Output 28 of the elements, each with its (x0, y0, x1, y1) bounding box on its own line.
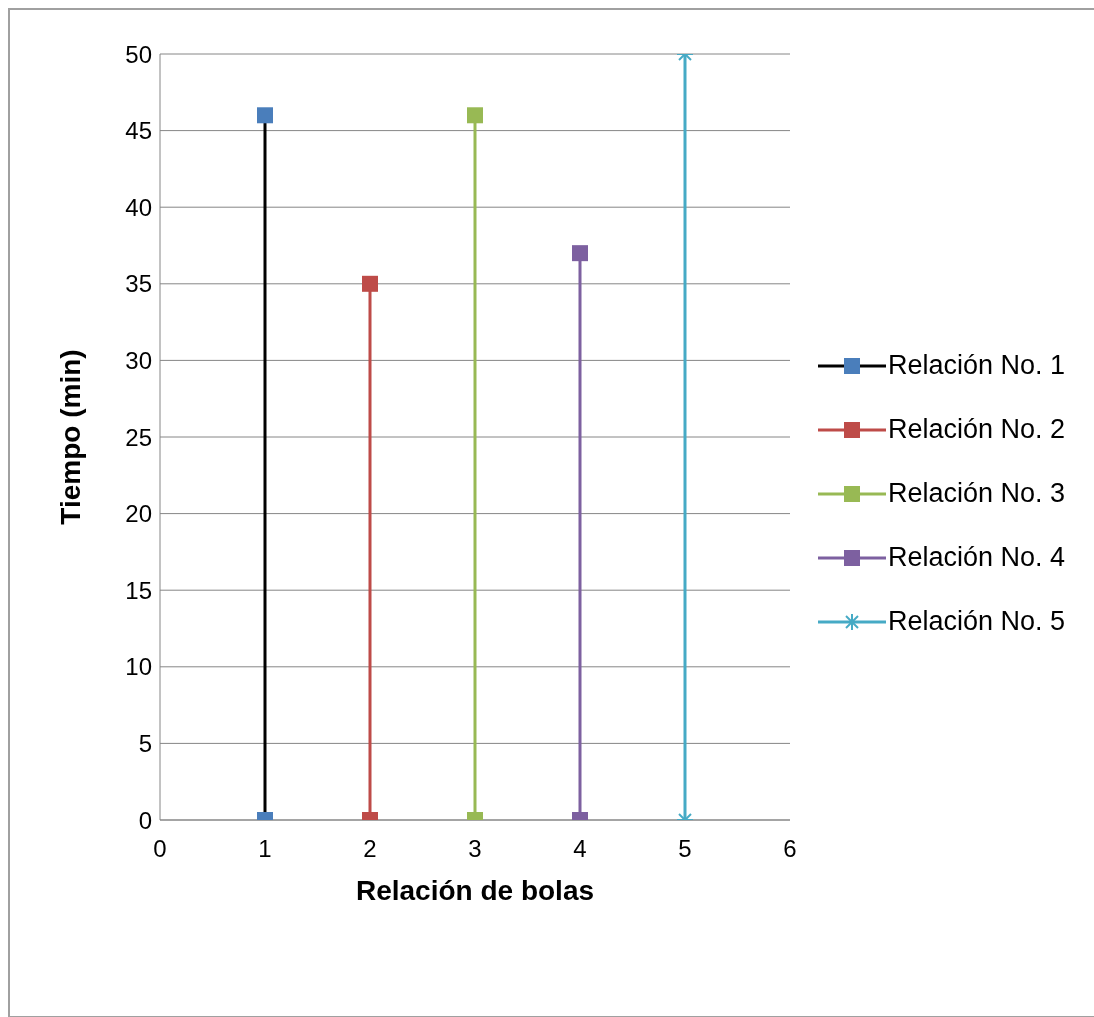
y-tick-label: 50 (125, 40, 152, 68)
y-tick-label: 40 (125, 193, 152, 221)
y-axis-title: Tiempo (min) (54, 349, 86, 525)
x-tick-label: 3 (468, 835, 482, 863)
legend-label: Relación No. 5 (888, 606, 1066, 637)
point (257, 107, 273, 124)
point (572, 245, 588, 262)
x-tick-label: 5 (678, 835, 692, 863)
x-tick-label: 4 (573, 835, 587, 863)
legend-label: Relación No. 1 (888, 350, 1066, 381)
x-tick-label: 2 (363, 835, 377, 863)
y-tick-label: 10 (125, 653, 152, 681)
y-tick-label: 5 (138, 729, 152, 757)
legend-label: Relación No. 3 (888, 478, 1066, 509)
y-tick-label: 0 (138, 806, 152, 834)
y-tick-label: 45 (125, 117, 152, 145)
y-tick-label: 30 (125, 346, 152, 374)
x-axis-title: Relación de bolas (355, 875, 595, 906)
y-tick-label: 15 (125, 576, 152, 604)
y-tick-label: 20 (125, 500, 152, 528)
point (362, 275, 378, 292)
legend-label: Relación No. 2 (888, 414, 1066, 445)
x-tick-label: 1 (258, 835, 272, 863)
x-tick-label: 6 (783, 835, 797, 863)
legend-label: Relación No. 4 (888, 542, 1066, 573)
point (467, 107, 483, 124)
y-tick-label: 25 (125, 423, 152, 451)
y-tick-label: 35 (125, 270, 152, 298)
